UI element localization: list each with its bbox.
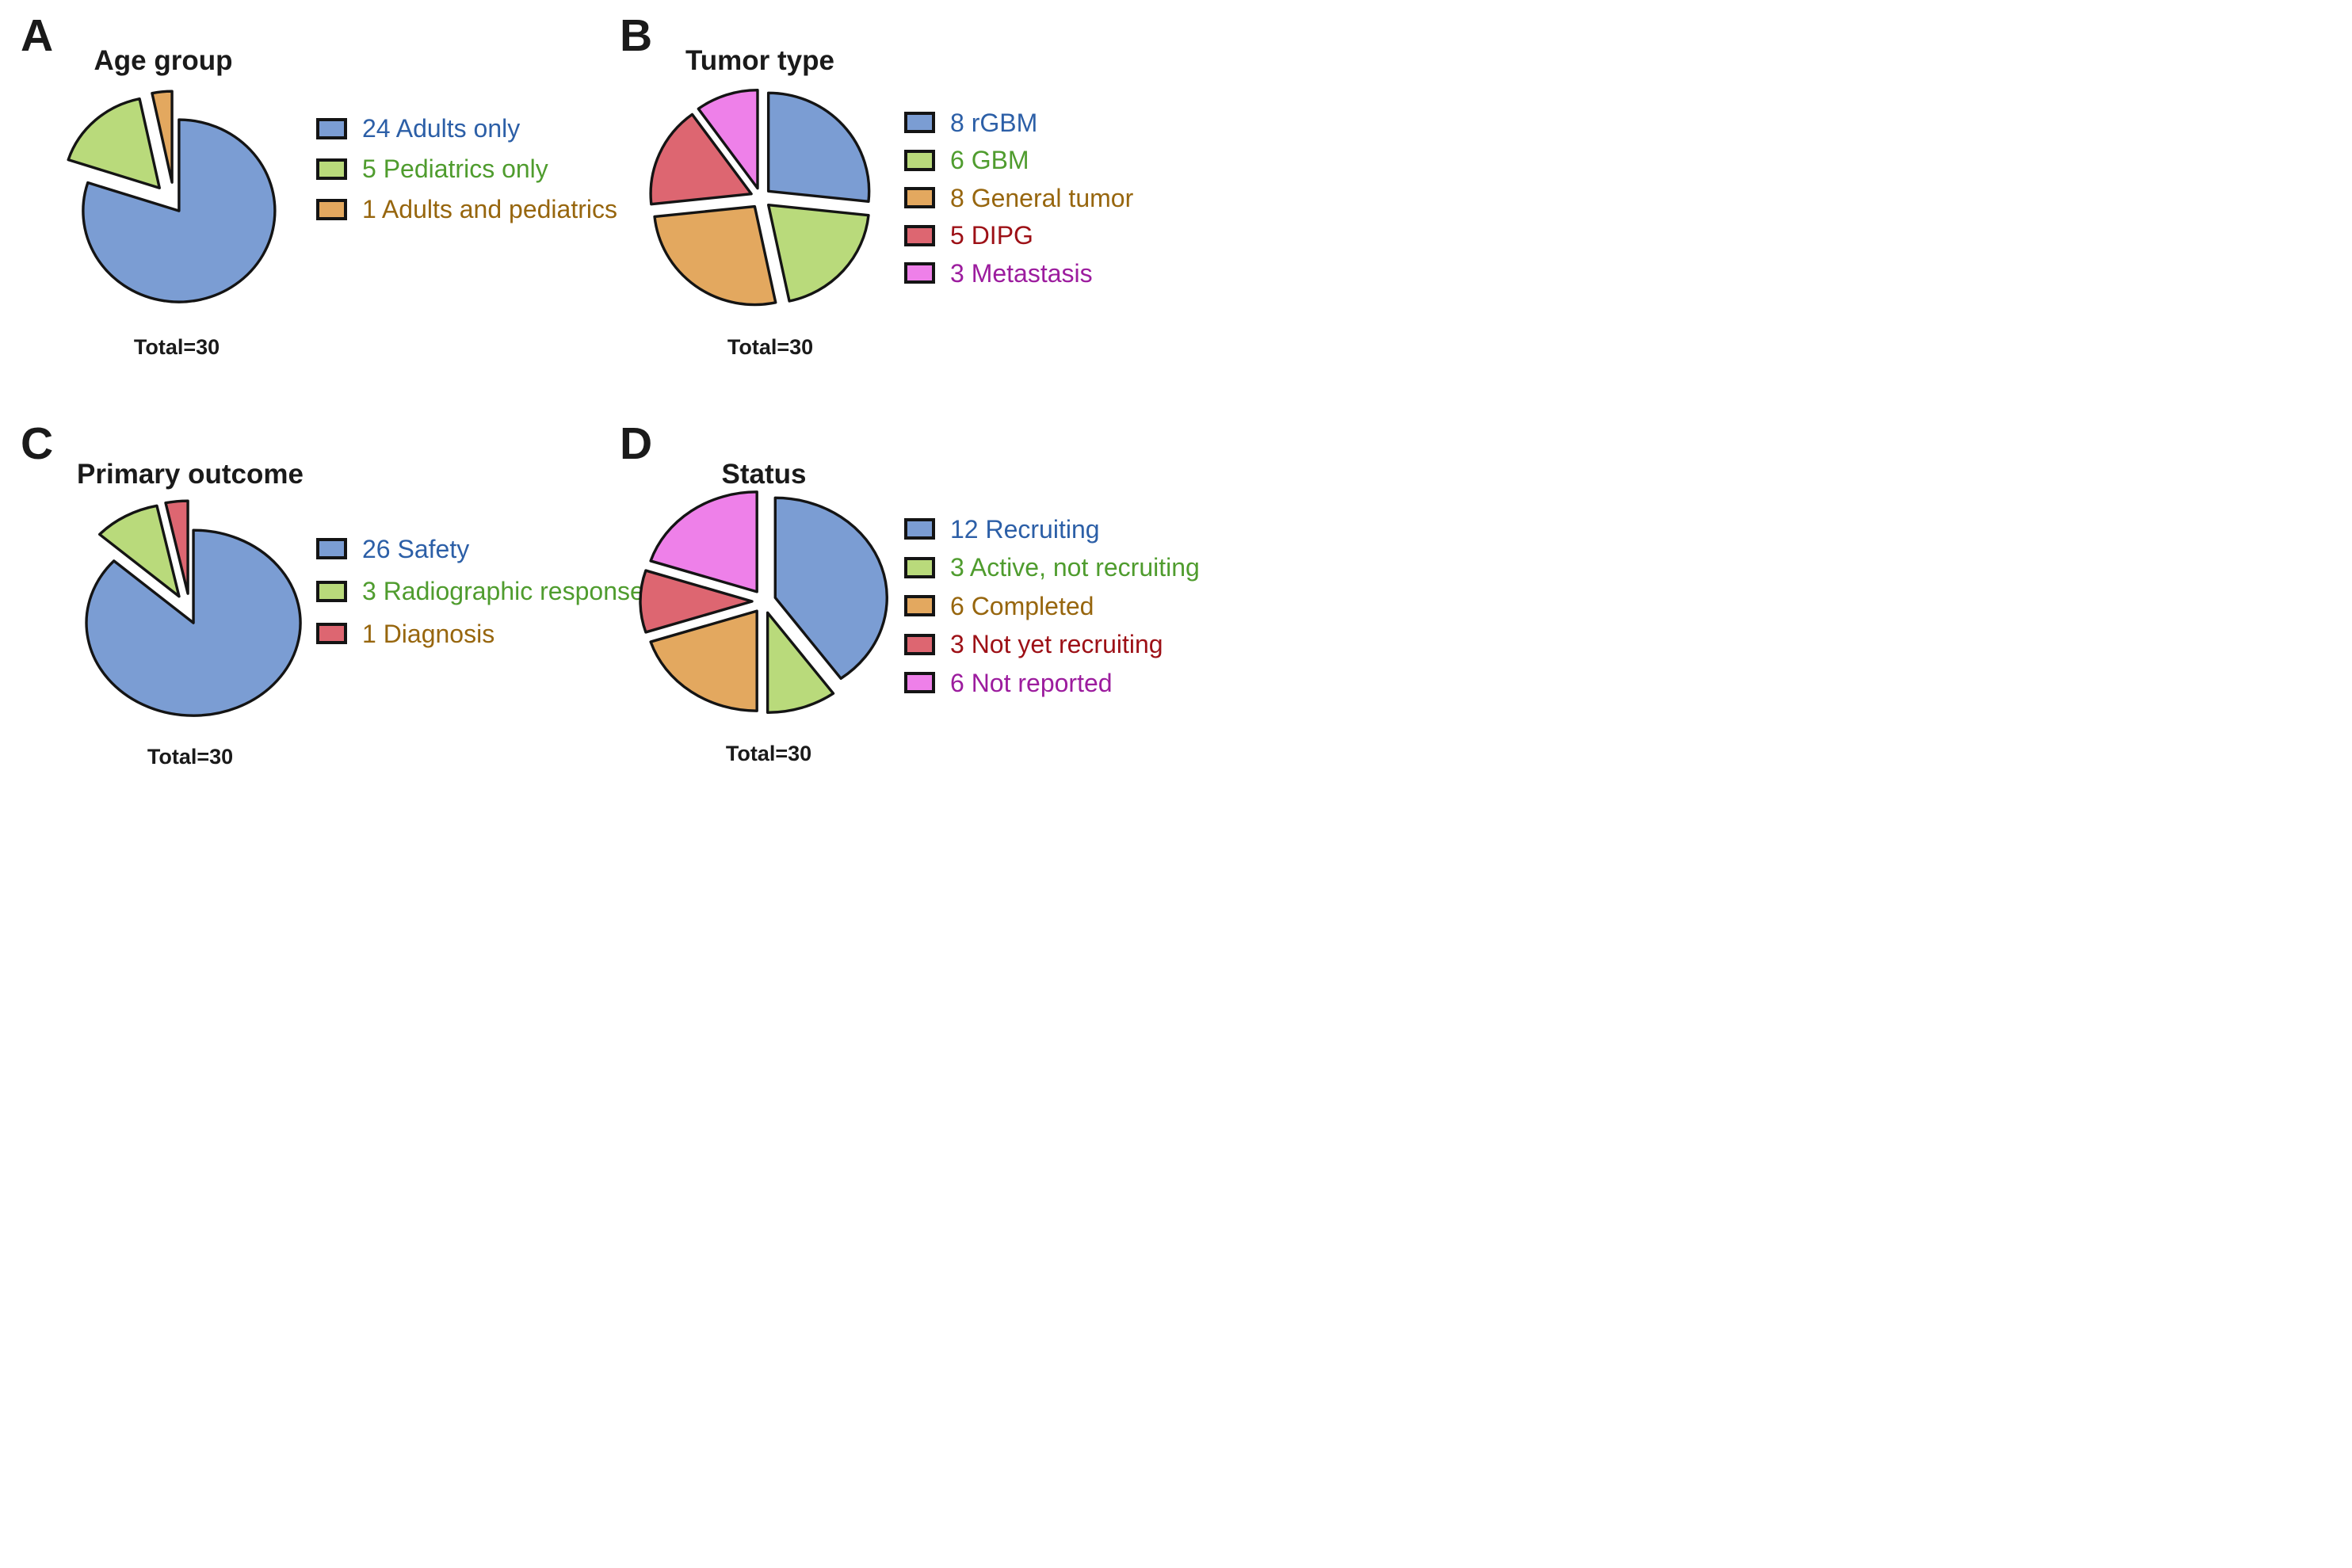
pie-slice-pediatrics-only [67, 97, 161, 189]
pie-slice-general-tumor [653, 204, 777, 307]
total-label: Total=30 [147, 745, 234, 769]
pie-slice-metastasis [697, 88, 759, 190]
chart-title-age-group: Age group [94, 45, 233, 76]
pie-slice-adults-and-pediatrics [151, 90, 174, 184]
panel-tumor-type: B Tumor type Total=30 8 rGBM 6 GBM 8 Gener… [588, 0, 1176, 392]
total-label: Total=30 [725, 742, 812, 765]
pie-slice-safety [85, 528, 302, 717]
panel-age-group: A Age group Total=30 24 Adults only 5 Ped… [0, 0, 617, 392]
pie-slice-recruiting [773, 496, 888, 680]
panel-letter-b: B [620, 10, 654, 61]
panel-status: D Status Total=30 12 Recruiting 3 Active,… [588, 392, 1200, 784]
chart-title-status: Status [721, 459, 807, 490]
pie-chart-status [639, 490, 888, 714]
panel-letter-a: A [21, 10, 55, 61]
panel-primary-outcome: C Primary outcome Total=30 26 Safety 3 Ra… [0, 392, 644, 784]
pie-chart-primary-outcome [85, 499, 302, 717]
chart-title-primary-outcome: Primary outcome [77, 459, 304, 490]
pie-slice-not-yet-recruiting [639, 569, 754, 634]
pie-slice-diagnosis [164, 499, 189, 595]
pie-slice-active-not-recruiting [766, 611, 835, 714]
chart-title-tumor-type: Tumor type [685, 45, 834, 76]
total-label: Total=30 [133, 335, 220, 359]
pie-slice-dipg [649, 113, 753, 206]
total-label: Total=30 [727, 335, 814, 359]
pie-slice-radiographic-response [97, 504, 181, 598]
pie-slice-gbm [766, 204, 870, 303]
panel-letter-c: C [21, 418, 55, 469]
pie-slice-rgbm [766, 91, 871, 203]
pie-slice-not-reported [649, 490, 758, 593]
figure-pie-panels: A Age group Total=30 24 Adults only 5 Ped… [0, 0, 1200, 784]
pie-slice-adults-only [82, 118, 277, 303]
pie-slice-completed [649, 609, 758, 712]
pie-chart-tumor-type [649, 88, 871, 307]
panel-letter-d: D [620, 418, 654, 469]
pie-chart-age-group [67, 90, 277, 303]
